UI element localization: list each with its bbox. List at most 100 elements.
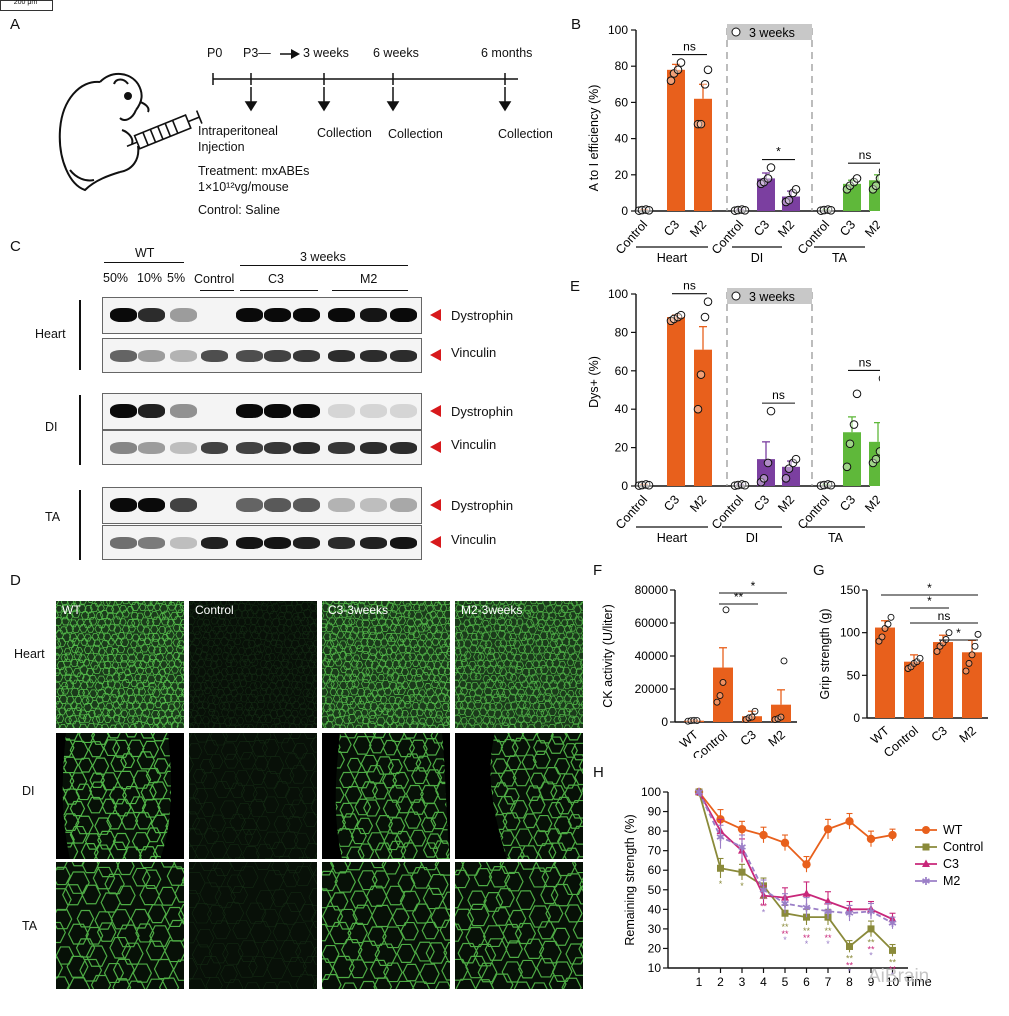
blot-wt-underline — [104, 262, 184, 264]
micro-ta-m2-3weeks — [455, 862, 583, 989]
y-tick-label: 60 — [648, 863, 662, 877]
blot-3weeks-underline — [240, 265, 408, 267]
data-point — [696, 119, 706, 129]
data-point — [763, 174, 773, 183]
inset-circle — [731, 27, 741, 37]
x-tick-label: Control — [795, 493, 832, 532]
blot-band — [390, 537, 417, 549]
x-axis-label: Time — [904, 975, 931, 989]
x-tick-label: Control — [709, 218, 746, 257]
series-point — [780, 838, 790, 848]
y-tick-label: 0 — [621, 479, 628, 493]
micro-fibers — [56, 601, 184, 728]
y-tick-label: 60000 — [635, 616, 669, 630]
blot-band — [293, 442, 320, 454]
y-tick-label: 40 — [648, 902, 662, 916]
data-point — [965, 659, 973, 667]
series-line — [698, 791, 893, 924]
bar — [869, 180, 880, 211]
blot-ta-bracket — [79, 490, 81, 560]
significance-asterisk: * — [826, 939, 830, 949]
significance-label: ns — [683, 282, 696, 293]
watermark-text: AiBrain — [868, 966, 929, 987]
micro-fiber-pattern — [189, 862, 317, 989]
blot-band — [110, 442, 137, 454]
x-tick-label: Control — [613, 218, 650, 257]
bar — [667, 317, 685, 486]
micro-row-heart: Heart — [14, 647, 45, 661]
data-point — [971, 642, 979, 650]
dose-text: 1×10¹²vg/mouse — [198, 180, 289, 194]
data-point — [693, 119, 703, 129]
panel-label-b: B — [571, 16, 582, 33]
lane-5: 5% — [167, 271, 186, 285]
data-point — [826, 480, 836, 490]
blot-band — [360, 537, 387, 549]
blot-band — [390, 442, 417, 454]
data-point — [716, 692, 724, 700]
x-tick-label: Control — [613, 493, 650, 532]
data-point — [845, 439, 855, 449]
data-point — [875, 174, 880, 183]
micro-bg — [189, 862, 317, 989]
x-tick-label: C3 — [738, 728, 759, 749]
series-point: ✱ — [845, 908, 854, 920]
collection-6months: Collection — [498, 127, 553, 141]
data-point — [676, 310, 686, 320]
x-tick-label: C3 — [929, 724, 950, 745]
significance-asterisk: ** — [846, 953, 854, 963]
significance-asterisk: ** — [760, 902, 768, 912]
x-tick-label: C3 — [751, 493, 772, 514]
y-tick-label: 80000 — [635, 583, 669, 597]
blot-band — [328, 404, 355, 418]
panel-label-a: A — [10, 16, 21, 33]
x-tick-label: M2 — [766, 728, 788, 750]
blot-band — [293, 404, 320, 418]
blot-heart-dystrophin — [102, 297, 422, 334]
series-line — [698, 791, 893, 920]
bar — [757, 178, 775, 211]
y-axis-label: A to I efficiency (%) — [587, 85, 601, 192]
blot-band — [201, 442, 228, 454]
x-tick-label: 10 — [886, 975, 900, 989]
blot-band — [360, 350, 387, 362]
data-point — [826, 205, 836, 215]
x-tick-label: C3 — [837, 218, 858, 239]
y-tick-label: 150 — [840, 583, 860, 597]
blot-band — [110, 350, 137, 362]
micro-ta-wt — [56, 862, 184, 989]
inset-box — [727, 288, 812, 304]
micro-fibers — [56, 862, 184, 989]
y-tick-label: 40000 — [635, 649, 669, 663]
series-point — [867, 925, 875, 933]
blot-band — [170, 350, 197, 362]
mouse-syringe-illustration — [58, 73, 203, 192]
blot-band — [236, 308, 263, 322]
chart-b-a-to-i-efficiency: 0 20 40 60 80 100 A to I efficiency (%) 3 weeks… — [587, 23, 880, 265]
blot-tissue-heart: Heart — [35, 327, 66, 341]
blot-band — [170, 404, 197, 418]
y-tick-label: 20 — [615, 168, 629, 182]
data-point — [766, 163, 776, 172]
x-tick-label: M2 — [957, 724, 979, 746]
blot-band — [138, 404, 165, 418]
data-point — [916, 654, 924, 662]
blot-di-vinculin — [102, 430, 422, 465]
significance-label: ns — [683, 40, 696, 54]
series-point — [738, 868, 746, 876]
series-point: ✱ — [802, 902, 811, 914]
significance-asterisk: * — [762, 908, 766, 918]
y-tick-label: 100 — [840, 626, 860, 640]
timeline-6weeks: 6 weeks — [373, 46, 419, 60]
micro-fiber-pattern — [56, 601, 184, 728]
blot-band — [170, 442, 197, 454]
micro-heart-c3-3weeks: C3-3weeks — [322, 601, 450, 728]
blot-protein-label: Dystrophin — [451, 498, 514, 513]
blot-band — [264, 308, 291, 322]
blot-band — [170, 498, 197, 512]
blot-band — [293, 498, 320, 512]
blot-band — [138, 498, 165, 512]
microscopy-grid: Heart DI TA WT Control C3-3weeks M2-3weeks 2… — [0, 0, 1009, 989]
blot-band — [138, 350, 165, 362]
